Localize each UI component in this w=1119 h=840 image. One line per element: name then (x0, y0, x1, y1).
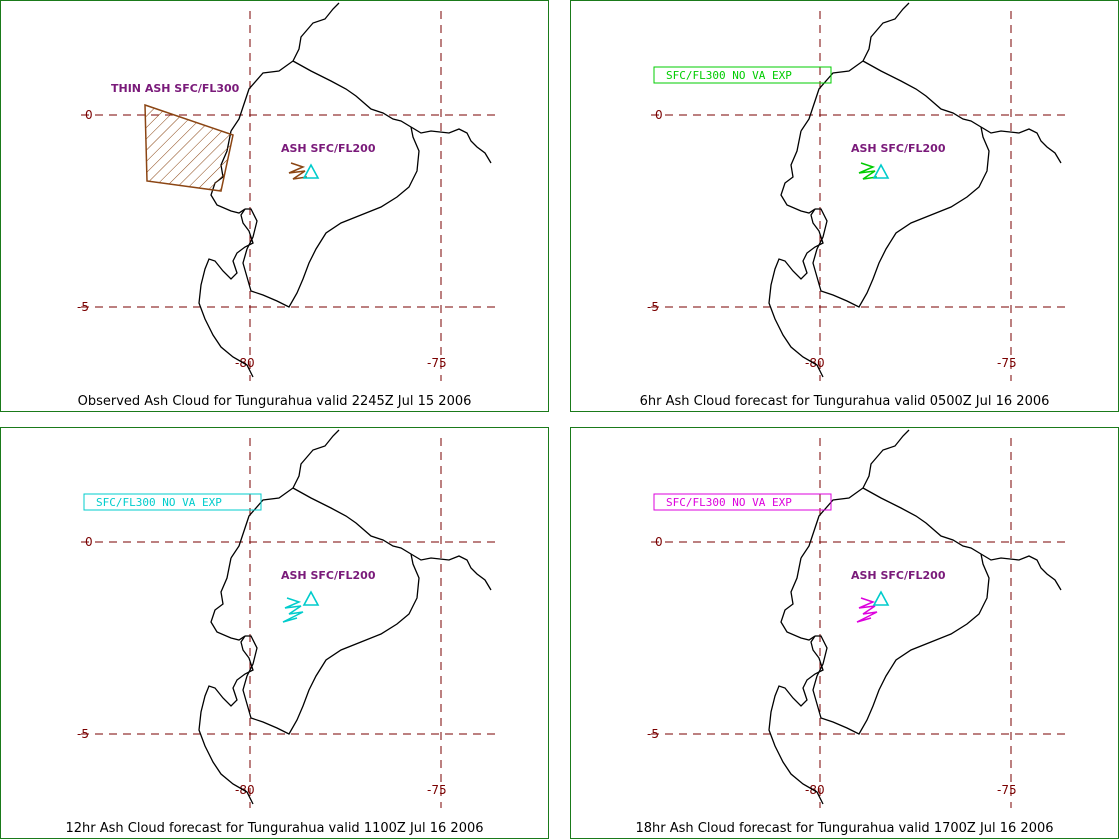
ash-label: ASH SFC/FL200 (281, 569, 376, 582)
no-va-text: SFC/FL300 NO VA EXP (666, 496, 792, 509)
lat-label-0: 0 (85, 108, 93, 122)
coastline-2 (198, 635, 254, 805)
coastline-1 (812, 60, 1062, 308)
lat-label-0: 0 (655, 535, 663, 549)
lat-label-minus5: -5 (77, 727, 89, 741)
graticule (651, 11, 1071, 381)
panel-observed: 0 -5 -80 -75 THIN ASH SFC/FL300 ASH SFC/FL200… (0, 0, 549, 412)
ash-cloud (858, 162, 878, 180)
graticule (81, 438, 501, 808)
graticule (81, 11, 501, 381)
caption-12hr: 12hr Ash Cloud forecast for Tungurahua v… (65, 821, 484, 836)
coastline-3 (780, 557, 816, 641)
no-va-box (653, 493, 832, 511)
coastline-2 (198, 208, 254, 378)
volcano-triangle-icon (872, 163, 890, 179)
coastline-2 (768, 208, 824, 378)
lat-label-minus5: -5 (647, 300, 659, 314)
panel-6hr: 0 -5 -80 -75 SFC/FL300 NO VA EXP ASH SFC/FL20… (570, 0, 1119, 412)
coastline-3 (210, 557, 246, 641)
ash-cloud (856, 597, 878, 623)
coastline-1 (242, 60, 492, 308)
volcano-triangle-icon (872, 590, 890, 606)
lat-label-minus5: -5 (77, 300, 89, 314)
graticule (651, 438, 1071, 808)
lon-label-minus75: -75 (997, 783, 1017, 797)
lat-label-minus5: -5 (647, 727, 659, 741)
ash-cloud (288, 162, 308, 180)
coastline-1 (812, 487, 1062, 735)
caption-18hr: 18hr Ash Cloud forecast for Tungurahua v… (635, 821, 1054, 836)
ash-label: ASH SFC/FL200 (851, 142, 946, 155)
lon-label-minus75: -75 (427, 356, 447, 370)
volcano-triangle-icon (302, 163, 320, 179)
ash-cloud (282, 597, 304, 623)
lat-label-0: 0 (655, 108, 663, 122)
lon-label-minus75: -75 (997, 356, 1017, 370)
ash-label: ASH SFC/FL200 (851, 569, 946, 582)
panel-18hr: 0 -5 -80 -75 SFC/FL300 NO VA EXP ASH SFC/FL20… (570, 427, 1119, 839)
thin-ash-label: THIN ASH SFC/FL300 (111, 82, 240, 95)
panel-12hr: 0 -5 -80 -75 SFC/FL300 NO VA EXP ASH SFC/FL20… (0, 427, 549, 839)
lat-label-0: 0 (85, 535, 93, 549)
coastline-1 (242, 487, 492, 735)
coastline-0 (230, 2, 340, 132)
thin-ash-polygon (144, 103, 234, 192)
caption-6hr: 6hr Ash Cloud forecast for Tungurahua va… (639, 394, 1050, 409)
ash-label: ASH SFC/FL200 (281, 142, 376, 155)
no-va-box (653, 66, 832, 84)
coastline-2 (768, 635, 824, 805)
volcano-triangle-icon (302, 590, 320, 606)
caption-observed: Observed Ash Cloud for Tungurahua valid … (77, 394, 472, 409)
no-va-box (83, 493, 262, 511)
no-va-text: SFC/FL300 NO VA EXP (96, 496, 222, 509)
coastline-3 (780, 130, 816, 214)
no-va-text: SFC/FL300 NO VA EXP (666, 69, 792, 82)
lon-label-minus75: -75 (427, 783, 447, 797)
